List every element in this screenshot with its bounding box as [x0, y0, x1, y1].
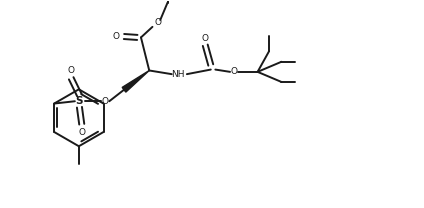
Text: O: O	[112, 32, 119, 41]
Text: NH: NH	[171, 70, 184, 79]
Text: O: O	[101, 97, 108, 106]
Polygon shape	[122, 71, 149, 92]
Text: O: O	[154, 18, 162, 27]
Text: O: O	[230, 67, 237, 76]
Text: S: S	[76, 96, 83, 106]
Text: O: O	[68, 66, 75, 74]
Text: O: O	[202, 34, 209, 43]
Text: O: O	[78, 128, 85, 137]
